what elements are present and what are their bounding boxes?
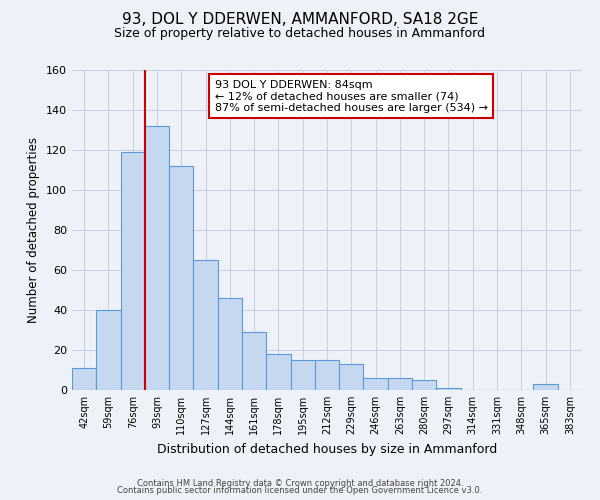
Bar — [96, 310, 121, 390]
Bar — [339, 364, 364, 390]
Bar — [72, 368, 96, 390]
Bar — [364, 378, 388, 390]
Bar — [169, 166, 193, 390]
Bar — [145, 126, 169, 390]
Y-axis label: Number of detached properties: Number of detached properties — [28, 137, 40, 323]
Bar — [533, 384, 558, 390]
Text: 93 DOL Y DDERWEN: 84sqm
← 12% of detached houses are smaller (74)
87% of semi-de: 93 DOL Y DDERWEN: 84sqm ← 12% of detache… — [215, 80, 488, 113]
Bar — [121, 152, 145, 390]
Bar — [412, 380, 436, 390]
Bar — [193, 260, 218, 390]
Text: Contains public sector information licensed under the Open Government Licence v3: Contains public sector information licen… — [118, 486, 482, 495]
X-axis label: Distribution of detached houses by size in Ammanford: Distribution of detached houses by size … — [157, 442, 497, 456]
Bar — [218, 298, 242, 390]
Text: Contains HM Land Registry data © Crown copyright and database right 2024.: Contains HM Land Registry data © Crown c… — [137, 478, 463, 488]
Bar — [315, 360, 339, 390]
Bar — [242, 332, 266, 390]
Bar — [388, 378, 412, 390]
Text: Size of property relative to detached houses in Ammanford: Size of property relative to detached ho… — [115, 28, 485, 40]
Bar — [266, 354, 290, 390]
Bar — [436, 388, 461, 390]
Bar — [290, 360, 315, 390]
Text: 93, DOL Y DDERWEN, AMMANFORD, SA18 2GE: 93, DOL Y DDERWEN, AMMANFORD, SA18 2GE — [122, 12, 478, 28]
